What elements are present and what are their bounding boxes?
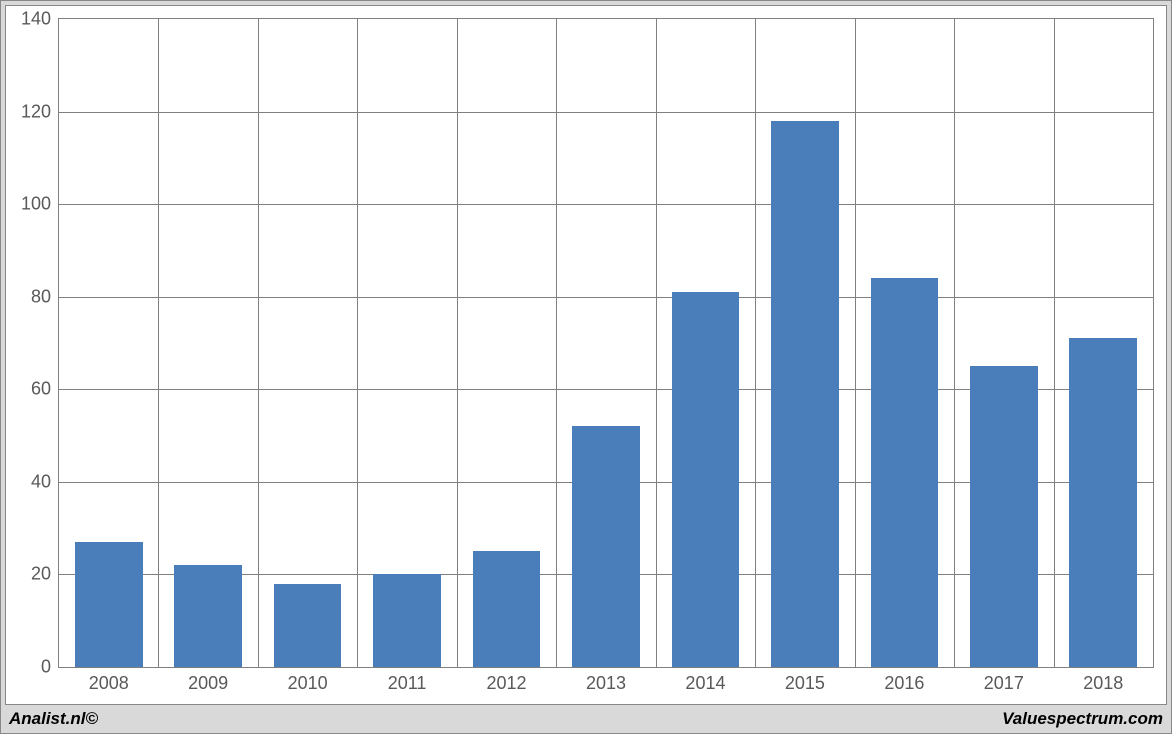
x-axis-label: 2010 <box>288 673 328 694</box>
footer-left-text: Analist.nl© <box>9 709 98 729</box>
x-axis-label: 2009 <box>188 673 228 694</box>
chart-frame: 0 20 40 60 80 100 120 140 2008 2009 2010 2011 2012 20… <box>0 0 1172 734</box>
chart-footer: Analist.nl© Valuespectrum.com <box>9 707 1163 731</box>
y-axis-label: 20 <box>31 564 51 585</box>
plot-area: 0204060801001201402008200920102011201220… <box>58 18 1154 668</box>
y-axis-label: 40 <box>31 471 51 492</box>
gridline-vertical <box>656 19 657 667</box>
x-axis-label: 2017 <box>984 673 1024 694</box>
bar <box>871 278 939 667</box>
bar <box>373 574 441 667</box>
bar <box>672 292 740 667</box>
gridline-horizontal <box>59 204 1153 205</box>
x-axis-label: 2016 <box>884 673 924 694</box>
gridline-horizontal <box>59 112 1153 113</box>
bar <box>572 426 640 667</box>
y-axis-label: 140 <box>21 9 51 30</box>
bar <box>473 551 541 667</box>
x-axis-label: 2008 <box>89 673 129 694</box>
x-axis-label: 2018 <box>1083 673 1123 694</box>
gridline-vertical <box>855 19 856 667</box>
x-axis-label: 2013 <box>586 673 626 694</box>
gridline-vertical <box>954 19 955 667</box>
bar <box>75 542 143 667</box>
gridline-vertical <box>755 19 756 667</box>
gridline-vertical <box>158 19 159 667</box>
gridline-vertical <box>457 19 458 667</box>
gridline-vertical <box>258 19 259 667</box>
bar <box>274 584 342 667</box>
gridline-vertical <box>1054 19 1055 667</box>
x-axis-label: 2011 <box>388 673 427 694</box>
bar <box>1069 338 1137 667</box>
x-axis-label: 2014 <box>685 673 725 694</box>
gridline-horizontal <box>59 297 1153 298</box>
gridline-vertical <box>556 19 557 667</box>
footer-right-text: Valuespectrum.com <box>1002 709 1163 729</box>
bar <box>771 121 839 667</box>
x-axis-label: 2015 <box>785 673 825 694</box>
gridline-vertical <box>357 19 358 667</box>
y-axis-label: 80 <box>31 286 51 307</box>
x-axis-label: 2012 <box>487 673 527 694</box>
y-axis-label: 60 <box>31 379 51 400</box>
y-axis-label: 120 <box>21 101 51 122</box>
y-axis-label: 0 <box>41 657 51 678</box>
chart-inner: 0 20 40 60 80 100 120 140 2008 2009 2010 2011 2012 20… <box>5 5 1167 705</box>
bar <box>970 366 1038 667</box>
y-axis-label: 100 <box>21 194 51 215</box>
bar <box>174 565 242 667</box>
